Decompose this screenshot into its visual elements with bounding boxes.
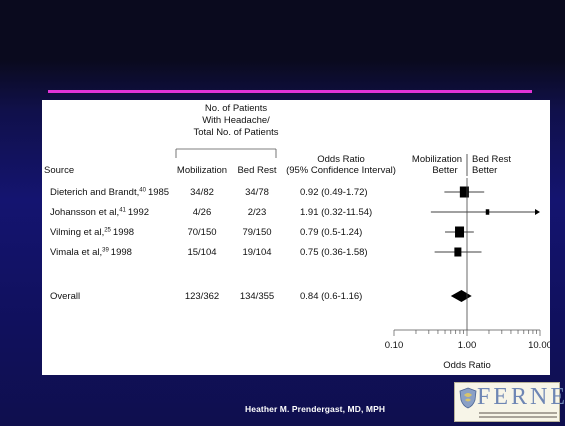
logo-tagline-bar: [479, 416, 557, 418]
header-confidence-interval: (95% Confidence Interval): [286, 165, 396, 176]
group-header-line-2: With Headache/: [202, 115, 270, 126]
study-mobilization: 15/104: [187, 247, 216, 258]
study-or-text: 0.92 (0.49-1.72): [300, 187, 368, 198]
forest-plot: No. of Patients With Headache/ Total No.…: [44, 103, 550, 371]
header-odds-ratio: Odds Ratio: [317, 154, 365, 165]
forest-plot-panel: No. of Patients With Headache/ Total No.…: [42, 100, 550, 375]
overall-bed-rest: 134/355: [240, 291, 274, 302]
x-tick-label: 0.10: [385, 340, 404, 351]
study-or-text: 0.75 (0.36-1.58): [300, 247, 368, 258]
study-source: Dieterich and Brandt,40 1985: [50, 187, 169, 198]
study-bed-rest: 34/78: [245, 187, 269, 198]
shield-icon: [459, 387, 477, 409]
study-mobilization: 34/82: [190, 187, 214, 198]
x-tick-label: 1.00: [458, 340, 477, 351]
header-favors-bed-rest-2: Better: [472, 165, 497, 176]
logo-tagline-bar: [479, 412, 557, 414]
study-year: 1998: [111, 247, 132, 258]
point-estimate: [455, 226, 465, 238]
group-header-line-1: No. of Patients: [205, 103, 268, 114]
study-year: 1998: [113, 227, 134, 238]
overall-or-text: 0.84 (0.6-1.16): [300, 291, 362, 302]
group-header-bracket: [175, 148, 277, 158]
x-tick-label: 10.00: [528, 340, 550, 351]
x-axis-minor-ticks: [393, 330, 541, 336]
header-favors-mobilization-1: Mobilization: [412, 154, 462, 165]
study-ref: 40: [139, 188, 146, 194]
point-estimate: [485, 209, 490, 215]
overall-label: Overall: [50, 291, 80, 302]
study-source: Vimala et al,39 1998: [50, 247, 132, 258]
header-source: Source: [44, 165, 74, 176]
logo-text: FERNE: [477, 384, 565, 410]
study-source: Johansson et al,41 1992: [50, 207, 149, 218]
overall-diamond: [450, 290, 472, 302]
footer-author: Heather M. Prendergast, MD, MPH: [245, 404, 386, 414]
study-year: 1985: [148, 187, 169, 198]
study-or-text: 0.79 (0.5-1.24): [300, 227, 362, 238]
study-ref: 41: [119, 208, 126, 214]
overall-mobilization: 123/362: [185, 291, 219, 302]
title-divider: [48, 90, 532, 93]
header-bed-rest: Bed Rest: [237, 165, 276, 176]
x-axis-label: Odds Ratio: [443, 360, 491, 371]
study-bed-rest: 19/104: [242, 247, 271, 258]
ci-arrow: [535, 209, 540, 215]
study-mobilization: 70/150: [187, 227, 216, 238]
study-year: 1992: [128, 207, 149, 218]
header-favors-mobilization-2: Better: [432, 165, 457, 176]
point-estimate: [459, 186, 469, 198]
point-estimate: [454, 247, 462, 257]
header-mobilization: Mobilization: [177, 165, 227, 176]
group-header-line-3: Total No. of Patients: [193, 127, 278, 138]
forest-marks: [430, 178, 540, 330]
study-ref: 25: [104, 228, 111, 234]
ferne-logo: FERNE: [454, 382, 565, 422]
study-source: Vilming et al,25 1998: [50, 227, 134, 238]
study-bed-rest: 2/23: [248, 207, 267, 218]
header-favors-bed-rest-1: Bed Rest: [472, 154, 511, 165]
study-mobilization: 4/26: [193, 207, 212, 218]
study-bed-rest: 79/150: [242, 227, 271, 238]
study-or-text: 1.91 (0.32-11.54): [300, 207, 372, 218]
study-ref: 39: [102, 248, 109, 254]
